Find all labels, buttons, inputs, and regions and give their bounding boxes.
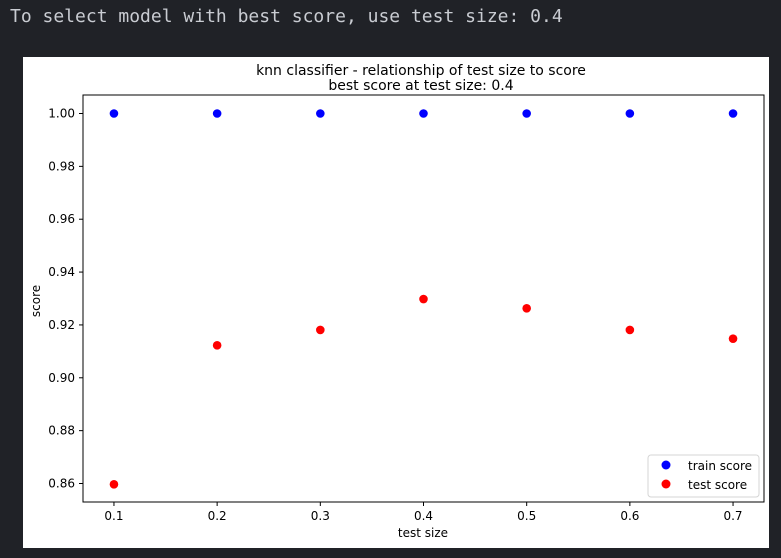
x-axis-label: test size: [398, 526, 448, 540]
y-tick-label: 0.88: [48, 424, 75, 438]
y-axis-ticks: 0.86 0.88 0.90 0.92 0.94 0.96 0.98 1.00: [48, 107, 83, 491]
y-tick-label: 0.96: [48, 212, 75, 226]
x-tick-label: 0.5: [517, 509, 536, 523]
y-tick-label: 1.00: [48, 107, 75, 121]
chart-title: knn classifier - relationship of test si…: [256, 63, 586, 79]
train-score-point: [212, 109, 222, 118]
train-score-point: [728, 109, 738, 118]
test-score-point: [109, 479, 119, 489]
x-tick-label: 0.7: [723, 509, 742, 523]
x-tick-label: 0.4: [414, 509, 433, 523]
y-tick-label: 0.92: [48, 318, 75, 332]
test-score-point: [728, 334, 738, 343]
x-tick-label: 0.1: [104, 509, 123, 523]
legend-test-label: test score: [688, 478, 747, 492]
y-tick-label: 0.86: [48, 477, 75, 491]
legend-test-marker: [661, 479, 671, 489]
legend-train-label: train score: [688, 459, 752, 473]
plot-frame: [82, 94, 765, 503]
score-chart: knn classifier - relationship of test si…: [29, 63, 765, 540]
x-tick-label: 0.3: [311, 509, 330, 523]
test-score-point: [625, 325, 635, 335]
y-tick-label: 0.90: [48, 371, 75, 385]
y-tick-label: 0.94: [48, 265, 75, 279]
y-tick-label: 0.98: [48, 159, 75, 173]
train-score-point: [522, 109, 531, 118]
test-score-point: [212, 340, 222, 350]
legend-box: [647, 454, 760, 498]
legend: train score test score: [647, 454, 760, 498]
train-score-point: [316, 109, 325, 118]
data-points: [109, 109, 738, 489]
output-text: To select model with best score, use tes…: [10, 6, 563, 27]
test-score-point: [419, 294, 428, 304]
chart-panel: knn classifier - relationship of test si…: [23, 57, 769, 548]
x-tick-label: 0.6: [620, 509, 639, 523]
legend-train-marker: [661, 460, 671, 470]
test-score-point: [522, 303, 531, 313]
y-axis-label: score: [29, 285, 43, 317]
x-tick-label: 0.2: [208, 509, 227, 523]
train-score-point: [625, 109, 635, 118]
train-score-point: [419, 109, 428, 118]
x-axis-ticks: 0.1 0.2 0.3 0.4 0.5 0.6 0.7: [104, 502, 743, 523]
train-score-point: [109, 109, 119, 118]
chart-subtitle: best score at test size: 0.4: [328, 78, 513, 94]
test-score-point: [316, 325, 325, 335]
